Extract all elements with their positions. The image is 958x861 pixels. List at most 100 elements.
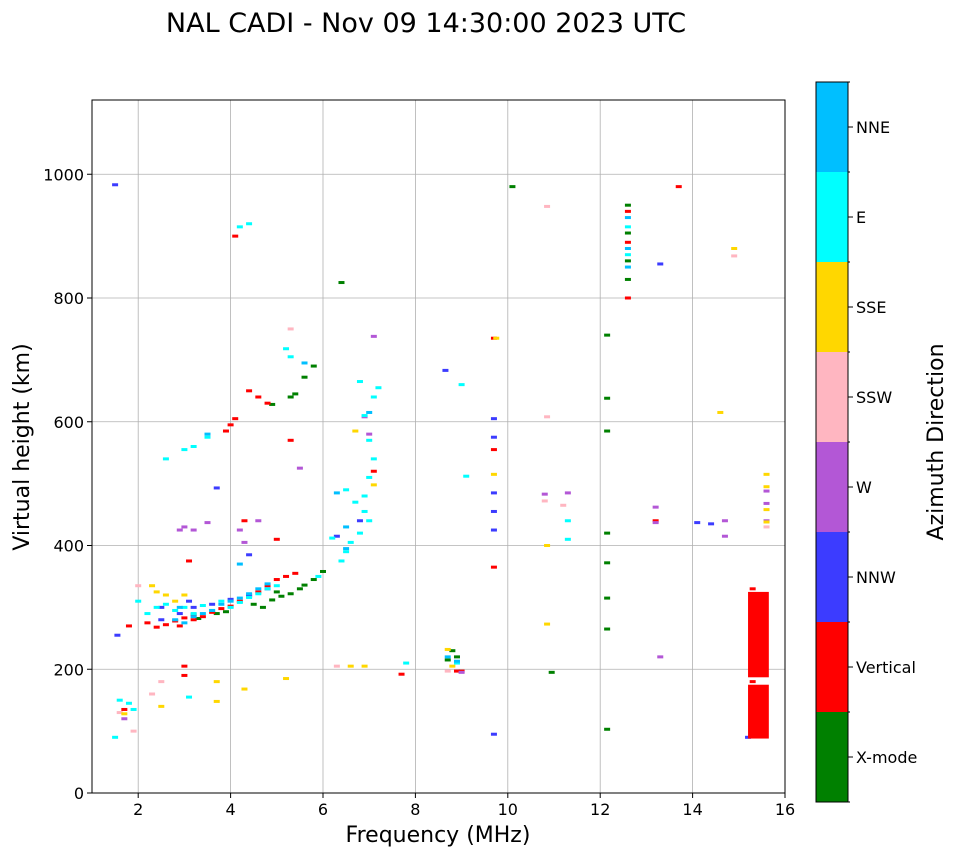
data-point-w [296,466,303,470]
data-point-sse [544,622,551,626]
data-point-e [458,383,465,387]
data-point-ssw [541,499,548,503]
data-point-e [564,537,571,541]
data-point-w [458,670,465,674]
data-point-x-mode [269,402,276,406]
data-point-e [356,380,363,384]
colorbar-swatch-nne [816,82,848,172]
data-block-vertical [748,684,769,739]
data-point-sse [763,520,770,524]
colorbar-tick-label: NNW [856,568,896,587]
data-point-vertical [490,565,497,569]
data-point-sse [181,593,188,597]
data-point-e [186,695,193,699]
data-point-sse [731,247,738,250]
data-point-nne [366,410,373,414]
data-point-w [370,334,377,338]
data-point-x-mode [320,569,326,573]
colorbar-tick-label: E [856,208,866,227]
y-tick-label: 1000 [43,165,84,184]
data-point-nne [176,605,183,609]
data-point-e [255,592,262,596]
data-point-w [763,501,770,505]
data-point-sse [544,544,551,547]
data-point-vertical [749,680,756,684]
data-point-vertical [162,623,169,627]
data-point-vertical [176,624,183,628]
data-point-sse [763,508,770,512]
data-point-x-mode [250,602,257,606]
data-point-sse [153,590,160,594]
data-point-e [190,445,197,448]
data-point-nnw [333,534,340,538]
data-point-sse [493,336,500,340]
colorbar-swatch-ssw [816,352,848,442]
data-point-vertical [624,296,631,300]
data-point-x-mode [301,375,308,379]
data-point-x-mode [287,395,294,399]
data-point-x-mode [604,596,611,600]
data-point-vertical [227,423,234,427]
data-point-e [361,414,368,418]
data-point-nnw [213,486,220,490]
x-tick-label: 12 [590,800,610,819]
data-point-vertical [675,185,682,189]
data-point-w [652,521,659,525]
data-point-x-mode [548,670,555,674]
y-axis-label: Virtual height (km) [10,343,35,550]
data-point-e [181,448,188,452]
data-point-vertical [209,610,216,614]
data-point-e [218,599,225,603]
data-point-sse [361,664,368,668]
data-point-nne [255,587,262,591]
x-tick-label: 10 [498,800,518,819]
data-point-ssw [544,204,551,208]
data-point-vertical [287,438,294,442]
data-point-e [153,605,160,609]
data-point-e [366,475,373,479]
data-point-vertical [292,571,299,575]
colorbar-swatch-nnw [816,532,848,622]
data-point-w [255,519,262,523]
data-point-nnw [186,599,193,603]
data-point-e [343,488,350,492]
data-point-e [375,386,382,390]
data-point-nne [264,582,271,586]
data-point-e [403,661,410,665]
data-point-e [130,707,137,711]
grid-lines [92,100,786,794]
data-point-vertical [222,429,229,433]
data-point-ssw [544,415,551,419]
x-tick-label: 2 [133,800,143,819]
data-point-x-mode [213,612,220,616]
data-point-nnw [442,368,449,372]
data-point-nnw [246,553,253,557]
data-point-sse [149,584,156,588]
data-point-vertical [218,607,225,611]
data-point-nnw [158,605,165,609]
colorbar-swatch-vertical [816,622,848,712]
data-point-nne [190,615,197,619]
data-point-vertical [125,624,132,628]
data-point-e [366,519,373,523]
data-point-nnw [708,522,715,526]
data-point-ssw [158,680,165,684]
data-point-nne [218,602,225,606]
data-point-e [370,457,377,461]
data-point-nne [301,361,308,365]
data-point-vertical [255,395,262,399]
colorbar-swatch-sse [816,262,848,352]
data-point-ssw [116,711,123,715]
data-point-w [241,540,248,544]
data-point-vertical [181,664,188,668]
data-point-x-mode [222,610,229,614]
data-point-nne [209,608,216,612]
data-point-nnw [356,519,363,523]
data-point-sse [490,472,497,476]
data-point-nnw [490,509,497,513]
data-point-e [116,698,123,702]
data-point-e [246,222,253,226]
data-point-w [541,492,548,496]
data-point-vertical [153,625,160,629]
